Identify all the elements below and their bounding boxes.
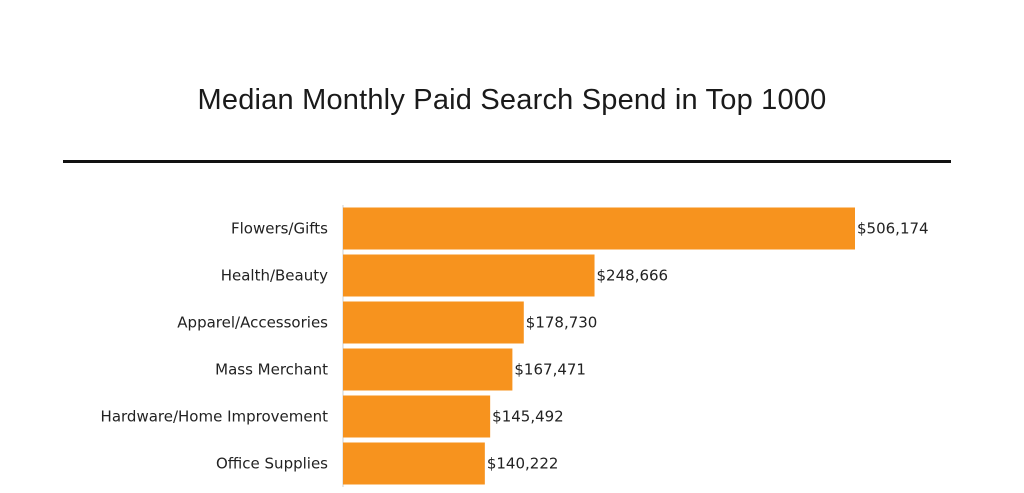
bar: [343, 254, 595, 297]
category-label: Mass Merchant: [215, 361, 328, 379]
category-label: Apparel/Accessories: [177, 314, 328, 332]
value-label: $248,666: [597, 267, 669, 285]
bar: [343, 301, 524, 344]
title-divider: [63, 160, 951, 163]
value-label: $145,492: [492, 408, 564, 426]
bar: [343, 207, 855, 250]
category-label: Office Supplies: [216, 455, 328, 473]
category-label: Health/Beauty: [221, 267, 328, 285]
bar: [343, 348, 513, 391]
bars-group: Flowers/Gifts $506,174 Health/Beauty $248,6…: [101, 207, 929, 485]
category-label: Hardware/Home Improvement: [101, 408, 329, 426]
chart-title: Median Monthly Paid Search Spend in Top …: [197, 84, 827, 116]
value-label: $140,222: [487, 455, 559, 473]
value-label: $178,730: [526, 314, 598, 332]
category-label: Flowers/Gifts: [231, 220, 328, 238]
value-label: $506,174: [857, 220, 929, 238]
bar: [343, 442, 485, 485]
value-label: $167,471: [514, 361, 586, 379]
bar: [343, 395, 491, 438]
